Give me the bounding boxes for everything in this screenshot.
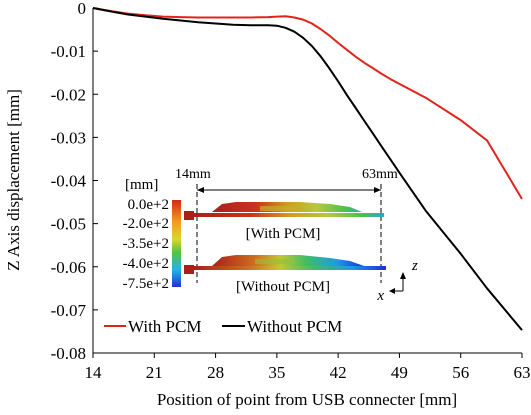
y-tick-label: -0.03 (51, 128, 86, 147)
colorbar-label-3: -4.0e+2 (123, 256, 169, 272)
y-tick-label: -0.04 (51, 172, 87, 191)
x-tick-label: 14 (85, 363, 103, 382)
axis-indicator-x-label: x (376, 288, 384, 304)
y-tick-label: -0.01 (51, 42, 86, 61)
x-tick-label: 63 (514, 363, 531, 382)
axis-indicator-x-arrowhead (389, 288, 395, 294)
x-tick-label: 28 (207, 363, 224, 382)
y-tick-label: -0.08 (51, 344, 86, 363)
x-tick-label: 21 (146, 363, 163, 382)
x-tick-label: 42 (330, 363, 347, 382)
colorbar-label-0: 0.0e+2 (128, 197, 169, 213)
y-tick-label: -0.07 (51, 301, 87, 320)
axis-indicator-z-arrowhead (400, 272, 406, 279)
y-tick-label: 0 (78, 0, 87, 18)
dimension-arrowhead-right (374, 187, 381, 193)
colorbar-unit-label: [mm] (125, 177, 158, 193)
series-group (92, 7, 523, 331)
board-top-label: [With PCM] (246, 226, 321, 242)
axis-indicator-z-label: z (411, 258, 418, 274)
series-line-0 (92, 7, 523, 200)
series-line-1 (92, 7, 523, 331)
dimension-left-label: 14mm (175, 167, 211, 182)
dimension-right-label: 63mm (362, 167, 398, 182)
legend: With PCM Without PCM (104, 317, 342, 336)
board-without-pcm (184, 255, 386, 274)
board-bottom-label: [Without PCM] (236, 279, 330, 295)
y-tick-label: -0.02 (51, 85, 86, 104)
dimension-arrowhead-left (197, 187, 204, 193)
x-axis-label: Position of point from USB connecter [mm… (157, 390, 457, 409)
y-tick-label: -0.06 (51, 258, 86, 277)
x-tick-label: 35 (268, 363, 285, 382)
legend-label-without-pcm: Without PCM (247, 317, 342, 336)
colorbar (172, 200, 181, 287)
legend-label-with-pcm: With PCM (128, 317, 201, 336)
x-tick-label: 56 (452, 363, 469, 382)
y-axis-label: Z Axis displacement [mm] (4, 89, 23, 271)
y-ticks: 0 -0.01 -0.02 -0.03 -0.04 -0.05 -0.06 -0.07 -0.0… (51, 0, 98, 363)
inset-figure: [mm] 0.0e+2 -2.0e+2 -3.5e+2 -4.0e+2 -7.5… (123, 167, 418, 304)
x-ticks: 14 21 28 35 42 49 56 63 (85, 353, 531, 382)
colorbar-label-1: -2.0e+2 (123, 216, 169, 232)
colorbar-label-4: -7.5e+2 (123, 276, 169, 292)
y-tick-label: -0.05 (51, 215, 86, 234)
colorbar-label-2: -3.5e+2 (123, 236, 169, 252)
x-tick-label: 49 (391, 363, 408, 382)
board-with-pcm (184, 202, 384, 220)
